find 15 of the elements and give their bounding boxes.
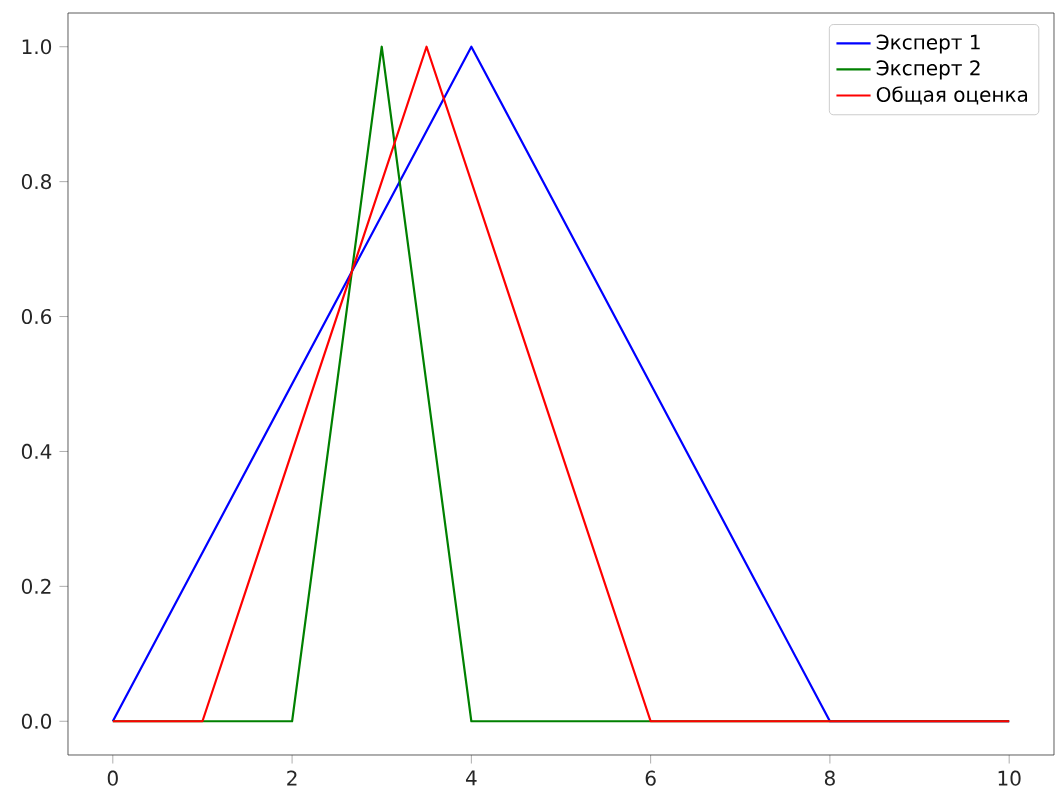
x-tick-label: 4 xyxy=(465,770,477,786)
y-tick-label: 0.0 xyxy=(21,713,52,729)
x-tick-label: 2 xyxy=(287,770,297,786)
y-tick-label: 0.2 xyxy=(21,578,51,594)
x-tick-label: 6 xyxy=(645,770,656,786)
legend-label: Общая оценка xyxy=(876,86,1028,105)
y-tick-label: 0.4 xyxy=(21,443,52,460)
x-tick-label: 0 xyxy=(107,770,118,786)
y-tick-label: 0.8 xyxy=(21,174,52,190)
x-tick-label: 8 xyxy=(824,770,835,786)
y-tick-label: 1.0 xyxy=(22,39,52,55)
legend-label: Эксперт 1 xyxy=(876,34,980,54)
legend-label: Эксперт 2 xyxy=(876,60,980,80)
x-tick-label: 10 xyxy=(998,770,1021,786)
y-tick-label: 0.6 xyxy=(21,308,52,325)
